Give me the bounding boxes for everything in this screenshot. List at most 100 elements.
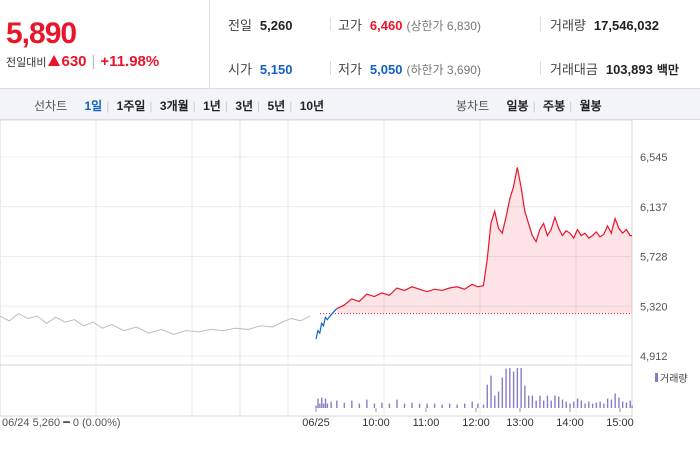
volume-bar: [565, 401, 567, 408]
volume-bar: [330, 401, 332, 408]
volume-bar: [509, 368, 511, 408]
volume-legend-swatch: [655, 373, 658, 382]
up-triangle-icon: [48, 55, 61, 66]
volume-bar: [569, 403, 571, 408]
stat-label: 고가: [338, 18, 362, 33]
change-row: 전일대비 630 | +11.98%: [6, 53, 159, 70]
current-price: 5,890: [6, 17, 77, 50]
volume-bar: [497, 391, 500, 408]
volume-bar: [621, 401, 624, 408]
volume-legend-label: 거래량: [660, 373, 688, 385]
stat-label: 저가: [338, 62, 362, 77]
volume-bar: [322, 403, 325, 408]
change-value: 630: [61, 53, 87, 70]
candle-chart-title: 봉차트: [456, 99, 490, 113]
period-5y[interactable]: 5년: [267, 99, 286, 113]
volume-bar: [381, 402, 383, 408]
prev-day-line: [0, 312, 311, 335]
stat-label: 시가: [228, 62, 252, 77]
x-tick-label: 14:00: [556, 417, 584, 429]
volume-bar: [516, 368, 519, 408]
volume-bar: [403, 403, 406, 408]
volume-bar: [396, 399, 398, 408]
volume-bar: [463, 403, 466, 408]
period-1d[interactable]: 1일: [84, 99, 103, 113]
volume-bar: [315, 405, 317, 408]
change-percent: +11.98%: [100, 53, 160, 70]
y-tick-label: 4,912: [640, 351, 668, 363]
volume-bar: [358, 403, 361, 408]
volume-bar: [351, 400, 353, 408]
volume-bar: [321, 397, 323, 408]
period-divider: |: [289, 99, 293, 113]
x-tick-label: 11:00: [413, 417, 440, 429]
stat-value: 17,546,032: [593, 18, 659, 33]
volume-bar: [366, 399, 368, 408]
volume-bar: [584, 403, 586, 408]
prev-day-label: 06/24 5,260 ━ 0 (0.00%): [2, 417, 121, 429]
volume-bar: [317, 398, 319, 408]
volume-bar: [388, 403, 391, 408]
stat-value: 6,460: [369, 18, 403, 33]
stat-prev-close: 전일 5,260: [228, 15, 292, 34]
volume-bar: [456, 404, 458, 408]
candle-monthly[interactable]: 월봉: [579, 99, 602, 113]
volume-bar: [527, 395, 530, 408]
stat-volume: 거래량 17,546,032: [550, 15, 659, 34]
period-10y[interactable]: 10년: [299, 99, 325, 113]
x-tick-label: 10:00: [362, 417, 390, 429]
volume-bar: [591, 403, 594, 408]
volume-bar: [448, 403, 451, 408]
stat-value: 5,260: [259, 18, 293, 33]
y-tick-label: 5,320: [640, 301, 668, 313]
period-divider: |: [257, 99, 261, 113]
period-1w[interactable]: 1주일: [116, 99, 146, 113]
stat-unit: 백만: [656, 63, 679, 77]
stat-label: 거래대금: [550, 62, 598, 77]
volume-bar: [319, 403, 321, 408]
price-chart[interactable]: 6,545 6,137 5,728 5,320 4,912 06/25 10:00 11:00…: [0, 119, 700, 450]
stat-high: 고가 6,460 (상한가 6,830): [338, 15, 481, 34]
x-tick-label: 06/25: [302, 417, 330, 429]
volume-bar: [336, 400, 338, 408]
volume-bar: [576, 398, 579, 408]
volume-bar: [471, 401, 473, 408]
volume-bar: [631, 405, 633, 408]
volume-bar: [490, 375, 492, 408]
volume-bar: [614, 393, 616, 408]
candle-daily[interactable]: 일봉: [506, 99, 529, 113]
stat-value: 5,150: [259, 62, 293, 77]
period-3m[interactable]: 3개월: [159, 99, 189, 113]
stat-low: 저가 5,050 (하한가 3,690): [338, 59, 481, 78]
period-divider: |: [149, 99, 153, 113]
volume-bar: [535, 400, 537, 408]
candle-weekly[interactable]: 주봉: [543, 99, 566, 113]
change-divider: |: [91, 53, 96, 70]
x-tick-label: 13:00: [506, 417, 534, 429]
period-divider: |: [106, 99, 110, 113]
period-divider: |: [532, 99, 536, 113]
volume-bar: [618, 397, 620, 408]
volume-bar: [573, 401, 575, 408]
volume-bar: [520, 368, 522, 408]
period-1y[interactable]: 1년: [203, 99, 221, 113]
volume-bar: [550, 400, 552, 408]
volume-bar: [606, 398, 609, 408]
change-label: 전일대비: [6, 57, 47, 69]
period-3y[interactable]: 3년: [235, 99, 254, 113]
y-tick-label: 6,137: [640, 202, 668, 214]
volume-bar: [558, 396, 560, 408]
volume-bar: [595, 402, 598, 408]
price-chart-svg: 6,545 6,137 5,728 5,320 4,912 06/25 10:00 11:00…: [0, 119, 688, 429]
chart-toolbar: 선차트 1일 | 1주일 | 3개월 | 1년 | 3년 | 5년 | 10년 봉차트 일봉…: [0, 89, 700, 120]
line-chart-title: 선차트: [34, 99, 68, 113]
stat-label: 전일: [228, 18, 252, 33]
stat-sub: (하한가 3,690): [406, 63, 481, 77]
volume-bar: [433, 403, 436, 408]
volume-bar: [441, 404, 443, 408]
volume-bar: [599, 401, 601, 408]
volume-bar: [580, 400, 583, 408]
volume-bar: [554, 395, 556, 408]
stat-open: 시가 5,150: [228, 59, 292, 78]
volume-bar: [610, 399, 613, 408]
